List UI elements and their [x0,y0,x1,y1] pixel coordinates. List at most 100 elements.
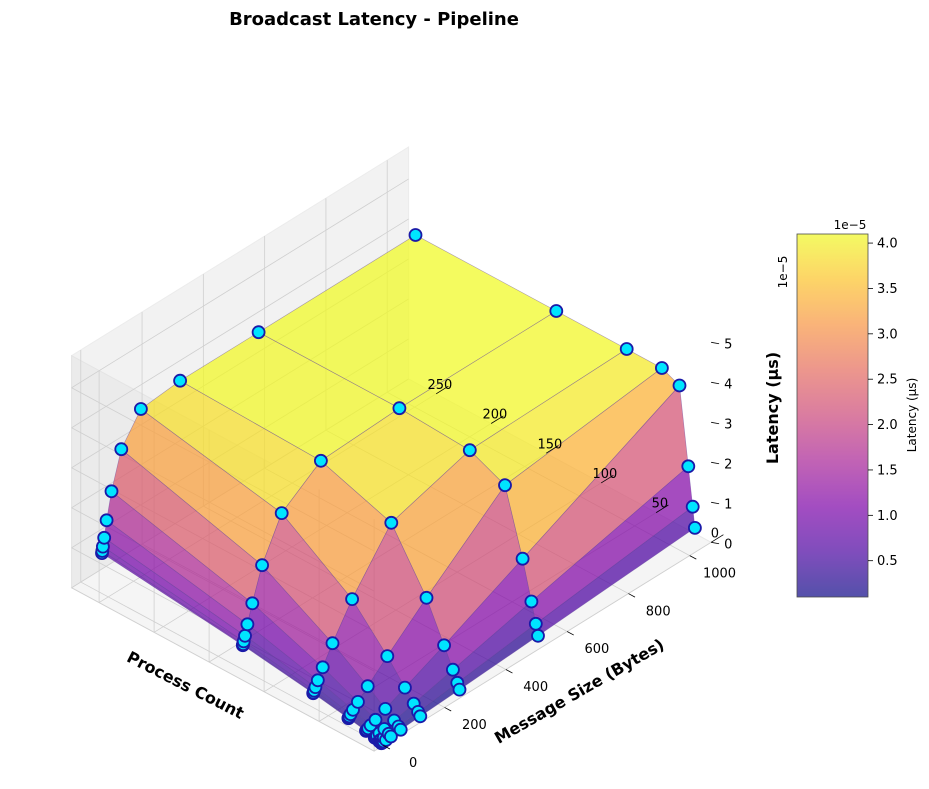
data-point [104,484,119,499]
z-tick-label: 4 [724,377,732,392]
z-tick-mark [711,501,720,505]
colorbar-tick-label: 3.0 [877,327,898,342]
x-tick-mark [600,474,614,484]
colorbar-ticks: 0.5 1.0 1.5 2.0 2.5 3.0 3.5 4.0 [868,237,898,569]
x-tick-label: 200 [482,408,507,423]
data-point [378,702,393,716]
y-tick-label: 400 [523,680,548,695]
z-tick-label: 2 [724,457,732,472]
z-offset-text: 1e−5 [776,256,790,289]
data-point [445,662,460,677]
y-tick-label: 800 [646,604,671,619]
y-axis-ticks: 0 200 400 600 800 1000 [383,555,736,771]
data-point [240,617,255,632]
z-tick-mark [711,341,720,345]
colorbar-tick-label: 2.0 [877,418,898,433]
data-point [437,638,452,653]
data-point [380,649,395,663]
data-point [360,679,375,694]
colorbar: 0.5 1.0 1.5 2.0 2.5 3.0 3.5 4.0 1e−5 Latency (µ… [796,218,919,598]
x-tick-label: 150 [537,437,562,452]
grid-line [71,178,409,389]
data-point [274,506,289,520]
x-tick-mark [435,385,449,395]
data-point [313,453,328,468]
data-point [524,594,539,609]
data-point [397,680,412,695]
data-point [672,378,687,393]
data-point [255,558,270,573]
data-point [133,402,148,416]
data-point [97,530,112,545]
x-axis-ticks: 0 50 100 150 200 250 [427,378,724,543]
colorbar-gradient [796,233,869,598]
grid-line [80,581,384,746]
chart-title: Broadcast Latency - Pipeline [229,9,519,30]
data-point [350,695,365,709]
colorbar-tick-label: 2.5 [877,373,898,388]
data-point [528,616,543,631]
x-tick-mark [710,534,724,543]
data-point [393,722,408,737]
colorbar-label: Latency (µs) [905,378,919,453]
data-point [99,513,114,528]
grid-line [71,587,375,752]
z-tick-mark [711,381,720,385]
y-tick-label: 0 [409,756,417,771]
data-point [655,361,669,375]
data-point [173,373,188,388]
colorbar-offset-text: 1e−5 [834,218,867,232]
data-point [368,712,383,727]
y-tick-mark [444,707,452,712]
x-tick-mark [545,445,559,454]
z-tick-mark [711,421,720,425]
z-tick-mark [711,541,720,545]
data-point [238,628,252,643]
grid-line [373,541,712,752]
y-tick-label: 200 [462,718,487,733]
colorbar-tick-label: 0.5 [877,554,898,569]
y-tick-label: 600 [584,642,609,657]
z-tick-label: 0 [724,537,732,552]
colorbar-tick-label: 3.5 [877,282,898,297]
data-point [251,325,266,340]
data-point [531,628,545,643]
data-point [325,636,340,651]
data-point [419,590,434,605]
z-tick-mark [711,461,720,465]
colorbar-tick-label: 4.0 [877,237,898,252]
y-tick-mark [628,593,636,598]
data-point [462,443,477,458]
surface [101,234,696,744]
z-tick-label: 5 [724,337,732,352]
data-point [345,592,360,606]
data-point [452,682,467,697]
y-tick-mark [689,555,697,560]
data-point [413,709,428,724]
data-point [310,673,325,688]
data-point [619,342,634,356]
data-point [315,660,330,675]
y-tick-mark [383,745,391,750]
grid-line [71,218,409,429]
data-point [384,515,399,530]
x-tick-label: 50 [652,497,669,512]
y-tick-mark [566,631,574,636]
data-point [383,729,398,744]
z-axis-label: Latency (µs) [763,352,782,464]
data-point [515,551,530,566]
data-point [498,478,512,493]
x-tick-mark [490,415,504,424]
x-tick-mark [655,504,669,513]
z-tick-label: 3 [724,417,732,432]
data-points [95,228,702,751]
data-point [685,499,700,514]
x-tick-label: 0 [711,526,719,541]
data-point [549,304,564,318]
data-point [408,228,423,242]
data-point [688,521,702,535]
z-tick-label: 1 [724,497,732,512]
y-tick-label: 1000 [703,566,736,581]
colorbar-tick-label: 1.5 [877,463,898,478]
